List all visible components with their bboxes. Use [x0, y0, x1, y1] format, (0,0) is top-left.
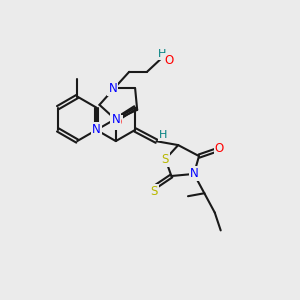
- Text: O: O: [214, 142, 224, 155]
- Text: S: S: [162, 153, 169, 166]
- Text: O: O: [112, 116, 122, 129]
- Text: N: N: [92, 123, 101, 136]
- Text: O: O: [164, 54, 173, 67]
- Text: N: N: [190, 167, 198, 180]
- Text: N: N: [108, 82, 117, 95]
- Text: H: H: [159, 130, 167, 140]
- Text: N: N: [111, 113, 120, 126]
- Text: N: N: [93, 123, 101, 136]
- Text: S: S: [151, 185, 158, 198]
- Text: H: H: [158, 49, 166, 59]
